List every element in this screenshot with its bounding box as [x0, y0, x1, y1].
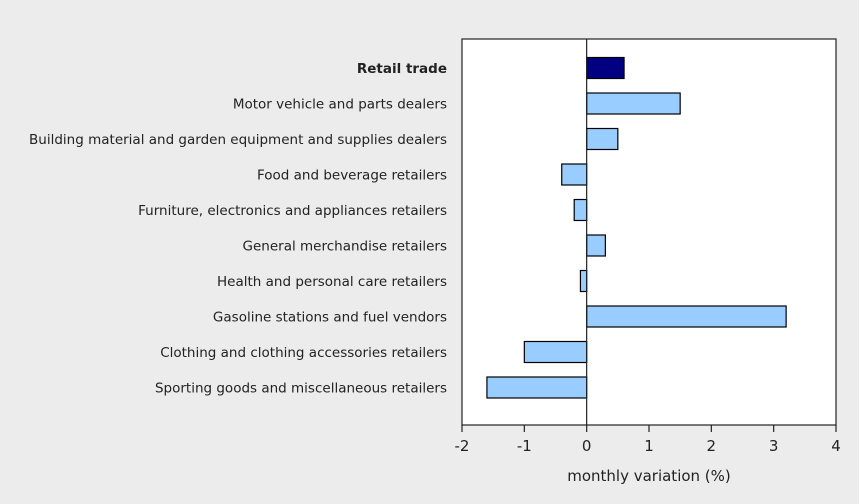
category-label-1: Motor vehicle and parts dealers	[233, 97, 447, 113]
bar-5	[586, 234, 606, 257]
x-tick-label-0: -2	[455, 437, 470, 455]
category-label-6: Health and personal care retailers	[217, 274, 447, 290]
category-label-9: Sporting goods and miscellaneous retaile…	[155, 381, 447, 397]
category-labels: Retail trade Motor vehicle and parts deal…	[29, 61, 447, 397]
x-tick-label-4: 2	[707, 437, 717, 455]
bar-1	[586, 92, 681, 115]
category-label-8: Clothing and clothing accessories retail…	[160, 345, 447, 361]
x-tick-label-6: 4	[831, 437, 841, 455]
bar-0	[586, 56, 625, 80]
x-axis-ticks: -2 -1 0 1 2 3 4	[455, 425, 841, 455]
category-label-0: Retail trade	[357, 61, 447, 77]
x-tick-label-1: -1	[517, 437, 532, 455]
category-label-4: Furniture, electronics and appliances re…	[138, 203, 447, 219]
category-label-7: Gasoline stations and fuel vendors	[213, 310, 447, 326]
bar-6	[579, 269, 588, 293]
bar-4	[573, 198, 588, 222]
bar-2	[586, 127, 619, 151]
x-tick-label-5: 3	[769, 437, 779, 455]
x-axis-title: monthly variation (%)	[567, 467, 731, 485]
bar-8	[523, 340, 588, 364]
category-label-3: Food and beverage retailers	[257, 168, 447, 184]
category-label-2: Building material and garden equipment a…	[29, 132, 447, 148]
bar-7	[586, 305, 787, 328]
bars-group	[486, 56, 787, 399]
category-label-5: General merchandise retailers	[243, 239, 447, 255]
bar-9	[486, 376, 588, 399]
x-tick-label-3: 1	[644, 437, 654, 455]
x-tick-label-2: 0	[582, 437, 592, 455]
bar-3	[561, 163, 588, 186]
